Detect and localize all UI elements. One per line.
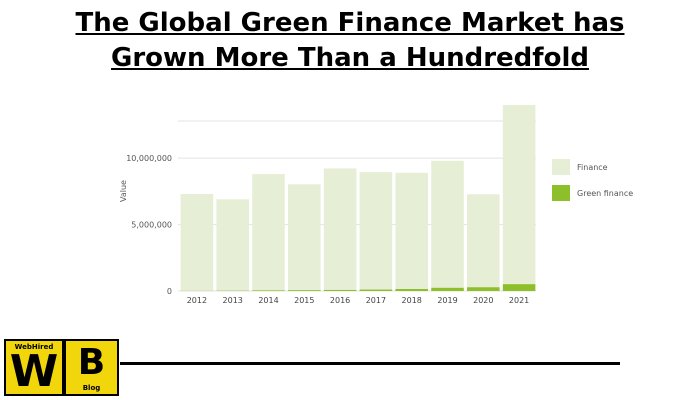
divider-line bbox=[120, 362, 620, 365]
bar-green-finance bbox=[323, 289, 357, 291]
bar-green-finance bbox=[359, 289, 393, 291]
x-tick-label: 2019 bbox=[437, 296, 457, 305]
title-line-1: The Global Green Finance Market has bbox=[75, 8, 625, 38]
bar-green-finance bbox=[395, 288, 428, 291]
x-tick-label: 2016 bbox=[330, 296, 350, 305]
bar-finance bbox=[359, 172, 393, 290]
logo-blog-text: Blog bbox=[82, 384, 101, 392]
legend-swatch bbox=[552, 185, 570, 201]
y-tick-label: 5,000,000 bbox=[131, 221, 172, 230]
bar-green-finance bbox=[252, 290, 285, 291]
x-tick-label: 2013 bbox=[223, 296, 243, 305]
bar-finance bbox=[180, 194, 214, 291]
legend-label: Finance bbox=[577, 163, 608, 172]
legend-label: Green finance bbox=[577, 189, 633, 198]
legend-swatch bbox=[552, 159, 570, 175]
webhired-logo: WebHired W bbox=[4, 339, 64, 396]
page-title: The Global Green Finance Market has Grow… bbox=[0, 6, 700, 76]
x-tick-label: 2021 bbox=[509, 296, 529, 305]
blog-logo: B Blog bbox=[64, 339, 119, 396]
bar-green-finance bbox=[431, 287, 464, 291]
y-tick-label: 0 bbox=[167, 287, 172, 296]
logo-brand-text: WebHired bbox=[14, 343, 54, 351]
bar-finance bbox=[216, 199, 249, 291]
bar-finance bbox=[502, 105, 536, 285]
logo-b-letter: B bbox=[77, 342, 106, 383]
logo-w-letter: W bbox=[9, 346, 59, 397]
bar-finance bbox=[431, 160, 464, 288]
x-tick-label: 2018 bbox=[402, 296, 422, 305]
x-tick-label: 2014 bbox=[258, 296, 278, 305]
y-tick-label: 10,000,000 bbox=[126, 154, 172, 163]
x-tick-label: 2015 bbox=[294, 296, 314, 305]
title-line-2: Grown More Than a Hundredfold bbox=[111, 43, 589, 73]
bar-finance bbox=[467, 194, 500, 288]
y-axis-label: Value bbox=[119, 180, 128, 202]
bar-finance bbox=[288, 184, 321, 291]
bar-finance bbox=[252, 174, 285, 291]
bar-finance bbox=[395, 172, 428, 289]
bar-green-finance bbox=[467, 287, 500, 291]
bar-green-finance bbox=[502, 284, 536, 291]
bar-green-finance bbox=[288, 290, 321, 291]
x-tick-label: 2012 bbox=[187, 296, 207, 305]
x-tick-label: 2017 bbox=[366, 296, 386, 305]
bar-finance bbox=[323, 168, 357, 290]
x-tick-label: 2020 bbox=[473, 296, 493, 305]
